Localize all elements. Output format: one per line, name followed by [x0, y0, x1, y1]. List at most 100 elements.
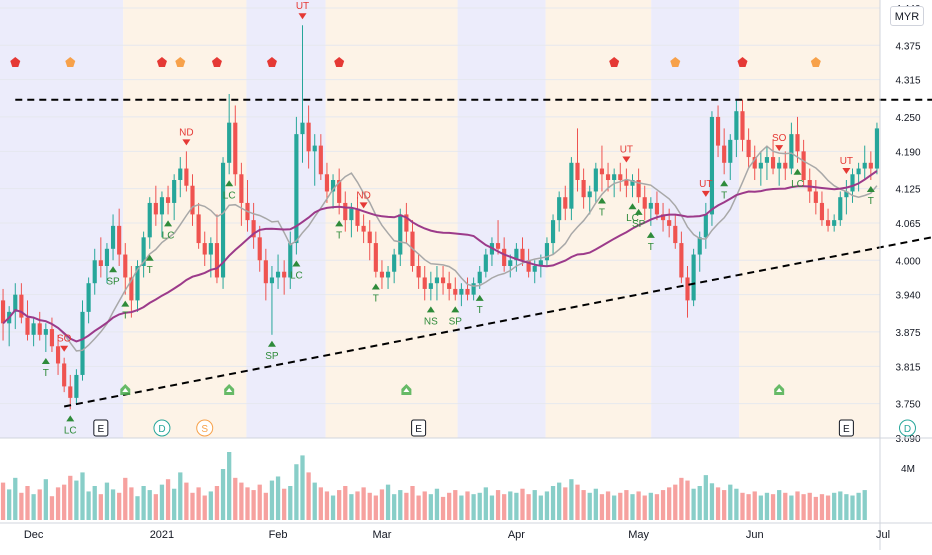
price-tick-label: 4.315 — [895, 76, 920, 87]
candle-body — [49, 329, 55, 347]
candle-body — [453, 288, 458, 295]
signal-label: T — [648, 242, 654, 253]
candle-body — [37, 323, 42, 335]
candle-body — [520, 248, 525, 261]
volume-bar — [392, 494, 397, 520]
bottom-house-arrow — [226, 388, 233, 392]
candle-body — [202, 243, 207, 255]
volume-bar — [0, 482, 6, 520]
volume-bar — [453, 490, 458, 520]
volume-bar — [153, 494, 158, 520]
volume-bar — [379, 489, 385, 520]
volume-bar — [275, 476, 281, 520]
event-badge-label: E — [415, 424, 422, 435]
candle-body — [135, 266, 140, 301]
volume-bar — [92, 486, 97, 520]
candle-body — [581, 180, 586, 198]
time-tick-label: Apr — [508, 529, 525, 541]
signal-up-arrow — [121, 300, 130, 307]
candle-body — [832, 220, 837, 226]
candle-body — [447, 283, 452, 289]
time-tick-label: Dec — [24, 529, 44, 541]
volume-bar — [288, 486, 293, 520]
signal-down-arrow — [622, 156, 631, 163]
signal-label: ND — [179, 127, 193, 138]
candle-body — [502, 248, 507, 266]
candle-body — [324, 174, 330, 192]
volume-bar — [660, 490, 666, 520]
top-pentagon-marker — [609, 57, 620, 67]
volume-bar — [630, 494, 635, 520]
session-band — [325, 0, 458, 438]
session-band — [545, 0, 652, 438]
candle-body — [98, 260, 103, 266]
event-badge-label: E — [843, 424, 850, 435]
price-tick-label: 3.690 — [895, 434, 920, 445]
volume-bar — [575, 484, 580, 520]
signal-label: T — [147, 265, 153, 276]
time-axis: Dec 2021 Feb Mar Apr May Jun Jul — [24, 529, 890, 541]
volume-bar — [172, 488, 177, 520]
candle-body — [239, 174, 244, 203]
signal-up-arrow — [164, 220, 173, 227]
candle-body — [398, 214, 403, 255]
volume-bar — [343, 486, 348, 520]
volume-bar — [569, 479, 574, 520]
volume-bar — [74, 480, 79, 520]
volume-bar — [557, 482, 562, 520]
volume-bar — [642, 495, 647, 520]
candle-body — [593, 168, 598, 192]
signal-label: SP — [449, 316, 463, 327]
signal-up-arrow — [145, 254, 154, 261]
signal-label: T — [477, 305, 483, 316]
signal-label: T — [43, 368, 49, 379]
candle-body — [838, 197, 843, 221]
signal-label: LC — [162, 230, 175, 241]
candle-body — [770, 157, 776, 169]
volume-bar — [398, 490, 403, 520]
volume-bar — [55, 487, 61, 520]
volume-bar — [306, 472, 311, 520]
candle-body — [385, 271, 391, 278]
bottom-house-arrow — [122, 388, 129, 392]
session-band — [0, 0, 124, 438]
volume-bar — [434, 488, 440, 520]
volume-bar — [715, 487, 721, 520]
price-tick-label: 3.815 — [895, 362, 920, 373]
volume-bar — [196, 487, 201, 520]
candle-body — [275, 271, 281, 278]
signal-label: T — [599, 207, 605, 218]
dividend-badge — [899, 419, 916, 437]
candle-body — [74, 374, 79, 398]
signal-label: LC — [626, 213, 639, 224]
candle-body — [263, 260, 268, 284]
candle-body — [312, 145, 317, 152]
volume-bar — [129, 487, 134, 520]
event-badge-label: S — [201, 424, 208, 435]
candle-body — [337, 180, 342, 203]
candle-body — [62, 363, 67, 387]
volume-bar — [514, 492, 519, 520]
top-pentagon-marker — [737, 57, 748, 67]
candle-body — [709, 116, 715, 215]
signal-up-arrow — [634, 208, 643, 215]
volume-bar — [526, 494, 531, 520]
signal-up-arrow — [225, 180, 234, 187]
volume-bar — [593, 488, 598, 520]
candle-body — [294, 134, 299, 244]
volume-bar — [37, 489, 42, 520]
signal-label: T — [336, 230, 342, 241]
volume-bar — [495, 490, 501, 520]
session-band — [651, 0, 740, 438]
currency-button[interactable]: MYR — [890, 6, 924, 26]
volume-bar — [825, 495, 831, 520]
candle-body — [196, 214, 201, 244]
volume-bar — [489, 495, 495, 520]
volume-bar — [135, 496, 140, 520]
volume-bar — [722, 490, 727, 520]
signal-label: SO — [57, 334, 72, 345]
volume-bar — [465, 491, 470, 520]
